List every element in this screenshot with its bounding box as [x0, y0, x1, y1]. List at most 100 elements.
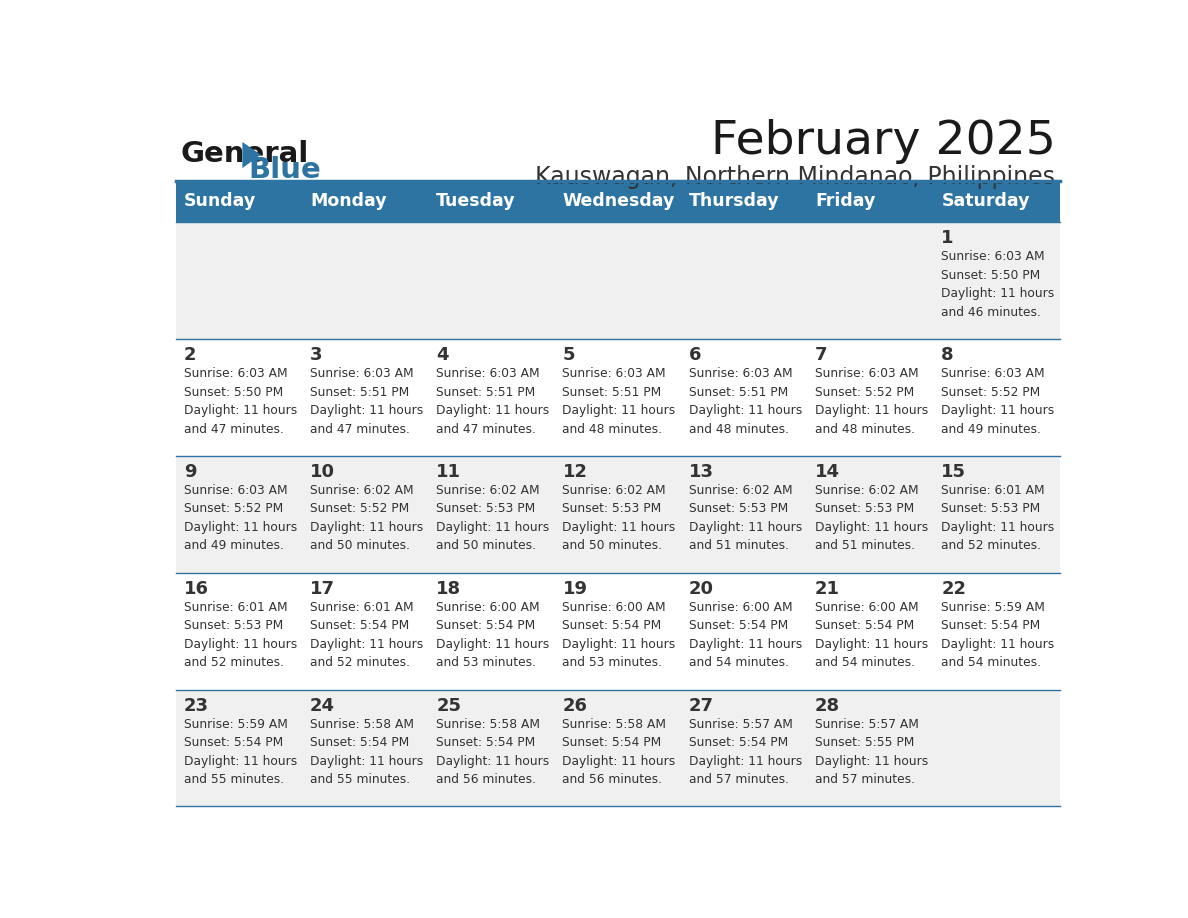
- Text: Sunrise: 6:00 AM
Sunset: 5:54 PM
Daylight: 11 hours
and 54 minutes.: Sunrise: 6:00 AM Sunset: 5:54 PM Dayligh…: [689, 601, 802, 669]
- Text: 16: 16: [184, 579, 209, 598]
- Text: Sunrise: 6:02 AM
Sunset: 5:53 PM
Daylight: 11 hours
and 50 minutes.: Sunrise: 6:02 AM Sunset: 5:53 PM Dayligh…: [562, 484, 676, 553]
- Text: 21: 21: [815, 579, 840, 598]
- FancyBboxPatch shape: [934, 222, 1060, 339]
- Text: 4: 4: [436, 346, 449, 364]
- FancyBboxPatch shape: [934, 455, 1060, 573]
- Text: Sunrise: 6:00 AM
Sunset: 5:54 PM
Daylight: 11 hours
and 53 minutes.: Sunrise: 6:00 AM Sunset: 5:54 PM Dayligh…: [562, 601, 676, 669]
- Polygon shape: [242, 142, 261, 168]
- Text: Sunrise: 6:02 AM
Sunset: 5:52 PM
Daylight: 11 hours
and 50 minutes.: Sunrise: 6:02 AM Sunset: 5:52 PM Dayligh…: [310, 484, 423, 553]
- Text: 28: 28: [815, 697, 840, 714]
- FancyBboxPatch shape: [681, 455, 808, 573]
- FancyBboxPatch shape: [176, 455, 303, 573]
- FancyBboxPatch shape: [555, 689, 681, 806]
- FancyBboxPatch shape: [429, 181, 555, 222]
- Text: 24: 24: [310, 697, 335, 714]
- Text: 5: 5: [562, 346, 575, 364]
- FancyBboxPatch shape: [934, 689, 1060, 806]
- Text: Sunday: Sunday: [184, 193, 255, 210]
- FancyBboxPatch shape: [429, 573, 555, 689]
- Text: Friday: Friday: [815, 193, 876, 210]
- Text: Sunrise: 6:03 AM
Sunset: 5:52 PM
Daylight: 11 hours
and 49 minutes.: Sunrise: 6:03 AM Sunset: 5:52 PM Dayligh…: [184, 484, 297, 553]
- Text: Sunrise: 6:03 AM
Sunset: 5:50 PM
Daylight: 11 hours
and 46 minutes.: Sunrise: 6:03 AM Sunset: 5:50 PM Dayligh…: [941, 250, 1055, 319]
- FancyBboxPatch shape: [555, 455, 681, 573]
- Text: Wednesday: Wednesday: [562, 193, 675, 210]
- Text: 27: 27: [689, 697, 714, 714]
- FancyBboxPatch shape: [303, 455, 429, 573]
- Text: Sunrise: 5:59 AM
Sunset: 5:54 PM
Daylight: 11 hours
and 54 minutes.: Sunrise: 5:59 AM Sunset: 5:54 PM Dayligh…: [941, 601, 1055, 669]
- Text: Sunrise: 6:02 AM
Sunset: 5:53 PM
Daylight: 11 hours
and 50 minutes.: Sunrise: 6:02 AM Sunset: 5:53 PM Dayligh…: [436, 484, 550, 553]
- Text: Thursday: Thursday: [689, 193, 779, 210]
- FancyBboxPatch shape: [555, 339, 681, 455]
- FancyBboxPatch shape: [808, 689, 934, 806]
- Text: 10: 10: [310, 463, 335, 481]
- FancyBboxPatch shape: [681, 689, 808, 806]
- Text: Sunrise: 6:03 AM
Sunset: 5:51 PM
Daylight: 11 hours
and 48 minutes.: Sunrise: 6:03 AM Sunset: 5:51 PM Dayligh…: [562, 367, 676, 435]
- Text: 13: 13: [689, 463, 714, 481]
- FancyBboxPatch shape: [429, 455, 555, 573]
- Text: 2: 2: [184, 346, 196, 364]
- Text: 11: 11: [436, 463, 461, 481]
- Text: Sunrise: 6:03 AM
Sunset: 5:50 PM
Daylight: 11 hours
and 47 minutes.: Sunrise: 6:03 AM Sunset: 5:50 PM Dayligh…: [184, 367, 297, 435]
- FancyBboxPatch shape: [429, 339, 555, 455]
- Text: February 2025: February 2025: [710, 119, 1055, 164]
- FancyBboxPatch shape: [176, 339, 303, 455]
- Text: 17: 17: [310, 579, 335, 598]
- FancyBboxPatch shape: [555, 181, 681, 222]
- Text: Sunrise: 5:57 AM
Sunset: 5:54 PM
Daylight: 11 hours
and 57 minutes.: Sunrise: 5:57 AM Sunset: 5:54 PM Dayligh…: [689, 718, 802, 787]
- FancyBboxPatch shape: [429, 689, 555, 806]
- Text: Sunrise: 6:01 AM
Sunset: 5:54 PM
Daylight: 11 hours
and 52 minutes.: Sunrise: 6:01 AM Sunset: 5:54 PM Dayligh…: [310, 601, 423, 669]
- Text: Sunrise: 6:00 AM
Sunset: 5:54 PM
Daylight: 11 hours
and 53 minutes.: Sunrise: 6:00 AM Sunset: 5:54 PM Dayligh…: [436, 601, 550, 669]
- FancyBboxPatch shape: [555, 222, 681, 339]
- Text: 19: 19: [562, 579, 588, 598]
- FancyBboxPatch shape: [303, 339, 429, 455]
- Text: 22: 22: [941, 579, 966, 598]
- Text: Sunrise: 5:58 AM
Sunset: 5:54 PM
Daylight: 11 hours
and 56 minutes.: Sunrise: 5:58 AM Sunset: 5:54 PM Dayligh…: [562, 718, 676, 787]
- Text: Sunrise: 5:58 AM
Sunset: 5:54 PM
Daylight: 11 hours
and 56 minutes.: Sunrise: 5:58 AM Sunset: 5:54 PM Dayligh…: [436, 718, 550, 787]
- FancyBboxPatch shape: [808, 573, 934, 689]
- FancyBboxPatch shape: [681, 181, 808, 222]
- Text: 15: 15: [941, 463, 966, 481]
- Text: 12: 12: [562, 463, 588, 481]
- FancyBboxPatch shape: [176, 181, 303, 222]
- FancyBboxPatch shape: [808, 222, 934, 339]
- Text: 18: 18: [436, 579, 461, 598]
- Text: Sunrise: 6:00 AM
Sunset: 5:54 PM
Daylight: 11 hours
and 54 minutes.: Sunrise: 6:00 AM Sunset: 5:54 PM Dayligh…: [815, 601, 928, 669]
- FancyBboxPatch shape: [934, 573, 1060, 689]
- Text: 3: 3: [310, 346, 322, 364]
- FancyBboxPatch shape: [808, 339, 934, 455]
- FancyBboxPatch shape: [303, 573, 429, 689]
- Text: Saturday: Saturday: [941, 193, 1030, 210]
- FancyBboxPatch shape: [555, 573, 681, 689]
- Text: 14: 14: [815, 463, 840, 481]
- Text: 26: 26: [562, 697, 588, 714]
- Text: Sunrise: 6:03 AM
Sunset: 5:51 PM
Daylight: 11 hours
and 47 minutes.: Sunrise: 6:03 AM Sunset: 5:51 PM Dayligh…: [310, 367, 423, 435]
- Text: Sunrise: 6:03 AM
Sunset: 5:51 PM
Daylight: 11 hours
and 48 minutes.: Sunrise: 6:03 AM Sunset: 5:51 PM Dayligh…: [689, 367, 802, 435]
- Text: 7: 7: [815, 346, 828, 364]
- FancyBboxPatch shape: [429, 222, 555, 339]
- FancyBboxPatch shape: [176, 222, 303, 339]
- Text: 25: 25: [436, 697, 461, 714]
- FancyBboxPatch shape: [176, 689, 303, 806]
- Text: 8: 8: [941, 346, 954, 364]
- Text: Sunrise: 6:03 AM
Sunset: 5:51 PM
Daylight: 11 hours
and 47 minutes.: Sunrise: 6:03 AM Sunset: 5:51 PM Dayligh…: [436, 367, 550, 435]
- FancyBboxPatch shape: [681, 222, 808, 339]
- FancyBboxPatch shape: [303, 222, 429, 339]
- Text: Sunrise: 6:03 AM
Sunset: 5:52 PM
Daylight: 11 hours
and 49 minutes.: Sunrise: 6:03 AM Sunset: 5:52 PM Dayligh…: [941, 367, 1055, 435]
- Text: 1: 1: [941, 229, 954, 247]
- Text: 6: 6: [689, 346, 701, 364]
- Text: Sunrise: 6:02 AM
Sunset: 5:53 PM
Daylight: 11 hours
and 51 minutes.: Sunrise: 6:02 AM Sunset: 5:53 PM Dayligh…: [815, 484, 928, 553]
- FancyBboxPatch shape: [303, 181, 429, 222]
- FancyBboxPatch shape: [681, 573, 808, 689]
- Text: Sunrise: 5:57 AM
Sunset: 5:55 PM
Daylight: 11 hours
and 57 minutes.: Sunrise: 5:57 AM Sunset: 5:55 PM Dayligh…: [815, 718, 928, 787]
- Text: Sunrise: 5:59 AM
Sunset: 5:54 PM
Daylight: 11 hours
and 55 minutes.: Sunrise: 5:59 AM Sunset: 5:54 PM Dayligh…: [184, 718, 297, 787]
- FancyBboxPatch shape: [934, 181, 1060, 222]
- FancyBboxPatch shape: [681, 339, 808, 455]
- Text: Tuesday: Tuesday: [436, 193, 516, 210]
- Text: 9: 9: [184, 463, 196, 481]
- Text: Sunrise: 5:58 AM
Sunset: 5:54 PM
Daylight: 11 hours
and 55 minutes.: Sunrise: 5:58 AM Sunset: 5:54 PM Dayligh…: [310, 718, 423, 787]
- Text: Sunrise: 6:03 AM
Sunset: 5:52 PM
Daylight: 11 hours
and 48 minutes.: Sunrise: 6:03 AM Sunset: 5:52 PM Dayligh…: [815, 367, 928, 435]
- Text: Sunrise: 6:01 AM
Sunset: 5:53 PM
Daylight: 11 hours
and 52 minutes.: Sunrise: 6:01 AM Sunset: 5:53 PM Dayligh…: [941, 484, 1055, 553]
- Text: Blue: Blue: [248, 156, 321, 185]
- Text: 23: 23: [184, 697, 209, 714]
- Text: Sunrise: 6:01 AM
Sunset: 5:53 PM
Daylight: 11 hours
and 52 minutes.: Sunrise: 6:01 AM Sunset: 5:53 PM Dayligh…: [184, 601, 297, 669]
